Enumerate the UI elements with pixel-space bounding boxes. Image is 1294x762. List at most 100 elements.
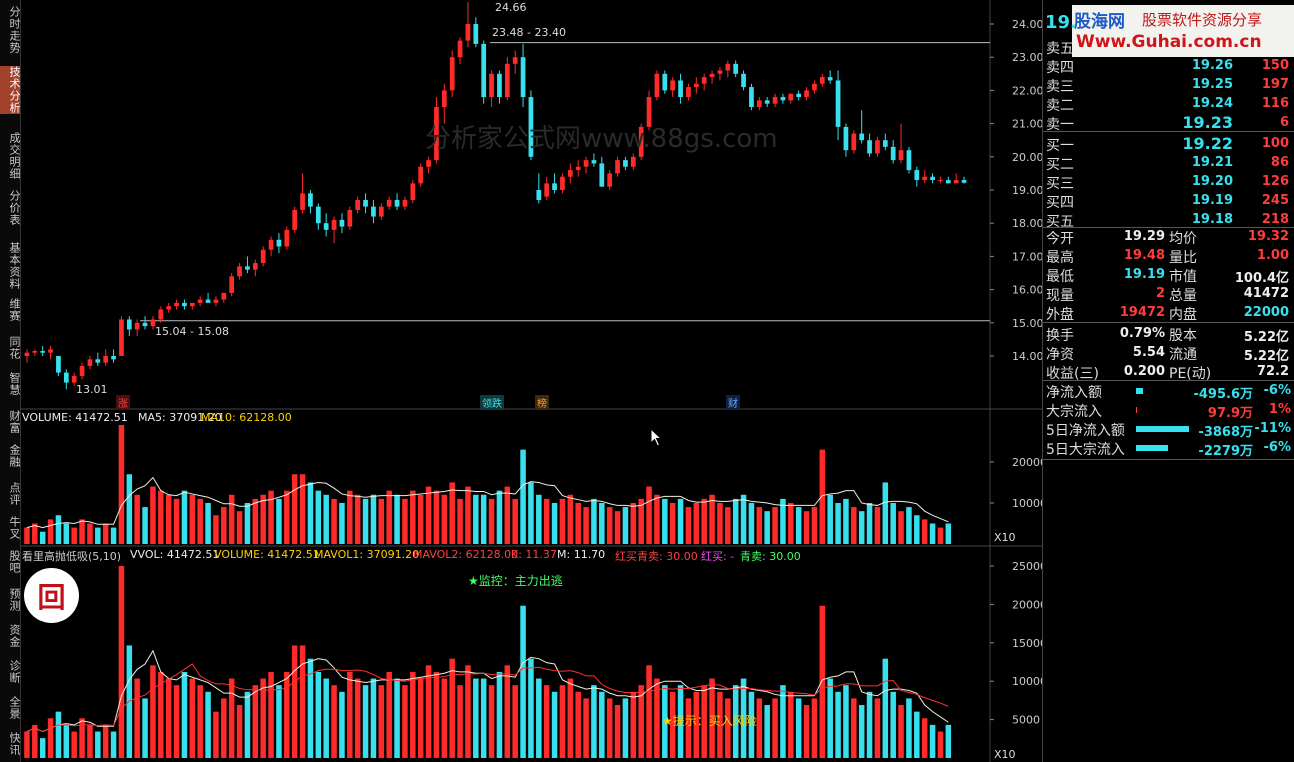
candle-body — [71, 375, 77, 383]
candle-body — [245, 266, 250, 270]
indicator-bar — [118, 566, 125, 758]
indicator-bar — [591, 685, 597, 758]
sidebar-tab[interactable]: 诊断 — [8, 660, 21, 684]
candle-body — [134, 322, 140, 330]
candle-body — [489, 73, 494, 98]
order-book-qty: 116 — [1261, 96, 1289, 111]
sidebar-tab[interactable]: 智慧 — [8, 372, 21, 396]
candle-body — [378, 206, 384, 217]
volume-bar — [347, 490, 353, 544]
flag-zhang[interactable]: 涨 — [116, 395, 130, 410]
indicator-bar — [929, 724, 936, 758]
volume-ma5-line — [26, 476, 949, 529]
indicator-bar — [701, 685, 707, 758]
volume-bar — [433, 490, 440, 544]
price-tick-label: 20.00 — [1012, 151, 1042, 164]
indicator-bar — [567, 678, 574, 758]
sidebar-tab[interactable]: 快讯 — [8, 732, 21, 756]
volume-bar — [701, 498, 707, 544]
sidebar-tab[interactable]: 牛叉 — [8, 516, 21, 540]
candle-body — [166, 306, 172, 310]
sidebar-tab[interactable]: 分时走势 — [8, 6, 21, 54]
volume-bar — [811, 507, 818, 544]
volume-bar — [236, 511, 243, 544]
indicator-multiplier: X10 — [994, 748, 1016, 761]
candle-body — [788, 93, 794, 101]
candle-body — [371, 206, 376, 217]
candle-body — [591, 160, 597, 164]
candle-body — [205, 299, 211, 303]
candle-body — [189, 302, 195, 307]
order-book-label: 卖三 — [1046, 79, 1074, 95]
indicator-tick-label: 15000 — [1012, 637, 1042, 650]
sidebar-tab[interactable]: 基本资料 — [8, 242, 21, 290]
sidebar-tab[interactable]: 分价表 — [8, 190, 21, 226]
quote-panel: 卖五 卖四 19.26 150 卖三 19.25 197 卖二 19.24 116 卖一 19.23 6… — [1042, 0, 1294, 762]
volume-bar — [827, 494, 833, 544]
sidebar-tab[interactable]: 点评 — [8, 482, 21, 506]
indicator-bar — [732, 685, 739, 758]
volume-bar — [536, 494, 542, 544]
indicator-bar — [244, 691, 251, 758]
indicator-tick-label: 20000 — [1012, 598, 1042, 611]
mouse-cursor-icon — [650, 428, 663, 447]
fund-flow-label: 净流入额 — [1046, 385, 1102, 401]
volume-bar — [543, 498, 550, 544]
quote-value: 100.4亿 — [1234, 271, 1289, 286]
candle-body — [938, 180, 943, 182]
indicator-bar — [583, 698, 589, 758]
fund-flow-pct: -11% — [1254, 421, 1291, 436]
sidebar-tab[interactable]: 预测 — [8, 588, 21, 612]
sidebar-tab[interactable]: 全景 — [8, 696, 21, 720]
chart-area[interactable]: 24.00 23.00 22.00 21.00 20.00 19.00 18.00 17.00… — [20, 0, 1042, 762]
quote-label: PE(动) — [1169, 366, 1212, 382]
indicator-bar — [803, 705, 810, 758]
volume-bar — [370, 494, 377, 544]
volume-bar — [630, 502, 637, 544]
volume-bar — [32, 523, 38, 544]
indicator-name[interactable]: 看里高抛低吸(5,10) — [22, 550, 122, 563]
indicator-bar — [685, 698, 692, 758]
fund-flow-value: 97.9万 — [1207, 406, 1253, 421]
indicator-tick-label: 25000 — [1012, 560, 1042, 573]
sidebar-tab[interactable]: 技术分析 — [0, 66, 21, 114]
volume-bar — [339, 502, 345, 544]
candle-body — [717, 70, 723, 74]
candle-body — [111, 356, 116, 360]
volume-bar — [142, 507, 148, 544]
indicator-bar — [370, 678, 377, 758]
volume-bar — [795, 507, 802, 544]
sidebar-tab[interactable]: 股吧 — [8, 550, 21, 574]
indicator-bar — [748, 691, 755, 758]
price-tick-label: 18.00 — [1012, 217, 1042, 230]
candle-body — [32, 351, 38, 353]
quote-label: 外盘 — [1046, 307, 1074, 323]
back-badge[interactable]: 回 — [24, 568, 79, 623]
sidebar-tab[interactable]: 金融 — [8, 444, 21, 468]
volume-bar — [662, 498, 668, 544]
candle-body — [662, 73, 668, 91]
volume-bar — [528, 482, 534, 544]
sidebar-tab[interactable]: 财富 — [8, 410, 21, 434]
sidebar-tab[interactable]: 同花 — [8, 336, 21, 360]
order-book-qty: 86 — [1270, 155, 1289, 170]
indicator-bar — [260, 678, 266, 758]
indicator-ma10-line — [26, 663, 949, 733]
flag-lingdie[interactable]: 领跌 — [480, 395, 504, 410]
indicator-bar — [559, 685, 566, 758]
sidebar-tab[interactable]: 成交明细 — [8, 132, 21, 180]
volume-bar — [835, 502, 841, 544]
candle-body — [945, 180, 951, 184]
flag-bang[interactable]: 榜 — [535, 395, 549, 410]
qingmai-label: 青卖: 30.00 — [740, 550, 801, 563]
candle-body — [638, 126, 644, 157]
kline-chart[interactable]: 24.00 23.00 22.00 21.00 20.00 19.00 18.00 17.00… — [20, 0, 1042, 762]
sidebar-tab[interactable]: 资金 — [8, 624, 21, 648]
sidebar-tab[interactable]: 维赛 — [8, 298, 21, 322]
candle-body — [835, 80, 841, 127]
order-book-price: 19.19 — [1191, 193, 1233, 208]
volume-bar — [748, 502, 755, 544]
volume-bar — [717, 502, 723, 544]
indicator-bar — [866, 691, 873, 758]
flag-cai[interactable]: 财 — [726, 395, 740, 410]
